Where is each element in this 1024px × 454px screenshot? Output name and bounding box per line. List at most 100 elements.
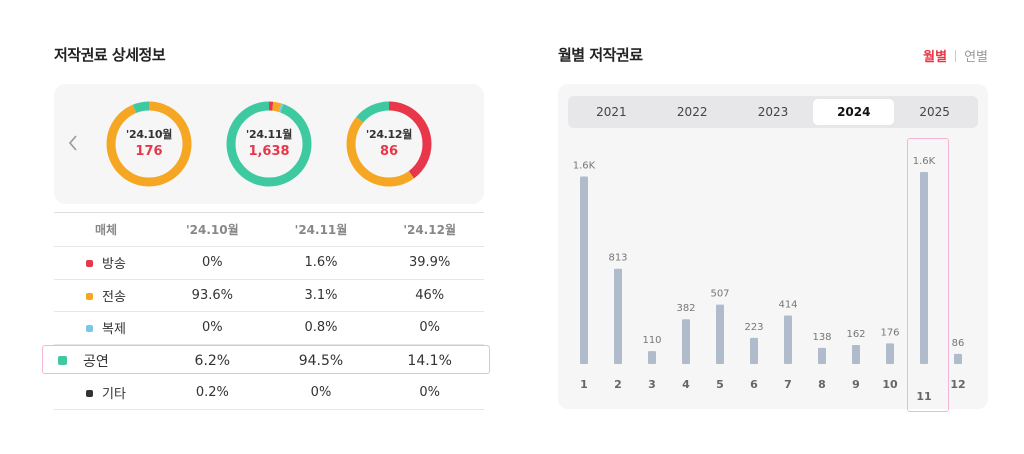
legend-swatch (86, 260, 93, 268)
toggle-monthly[interactable]: 월별 (923, 50, 948, 65)
year-tab-2024[interactable]: 2024 (813, 99, 895, 125)
donut-value: 86 (379, 144, 399, 159)
bar-value-label: 1.6K (573, 160, 596, 171)
bar-value-label: 176 (880, 327, 899, 338)
donut-month: '24.12월 (365, 128, 413, 141)
cell: 0% (375, 376, 484, 410)
year-tab-2021[interactable]: 2021 (596, 105, 627, 119)
bar-month-2[interactable] (614, 268, 622, 364)
col-header-nov: '24.11월 (266, 212, 376, 247)
bar-value-label: 86 (952, 338, 965, 349)
donut-ring (226, 101, 312, 187)
bar-value-label: 162 (846, 329, 865, 340)
bar-category-label: 9 (852, 378, 860, 391)
cell: 14.1% (407, 352, 452, 369)
bar-category-label: 4 (682, 378, 690, 391)
bar-month-1[interactable] (580, 176, 588, 364)
bar-month-4[interactable] (682, 319, 690, 364)
bar-category-label: 5 (716, 378, 724, 391)
table-row-other: 기타 0.2% 0% 0% (54, 376, 484, 410)
row-label: 방송 (102, 257, 126, 273)
legend-swatch (86, 292, 93, 300)
cell: 46% (375, 279, 484, 312)
chevron-left-icon[interactable] (64, 132, 82, 154)
bar-value-label: 507 (710, 289, 729, 300)
year-tab-2022[interactable]: 2022 (676, 105, 708, 119)
bar-category-label: 2 (614, 378, 622, 391)
cell: 94.5% (298, 352, 344, 369)
bar-category-label: 8 (818, 378, 826, 391)
row-label: 기타 (102, 387, 126, 402)
legend-swatch (58, 355, 67, 365)
row-label: 복제 (102, 322, 126, 338)
cell: 6.2% (194, 352, 231, 369)
bar-category-label: 3 (648, 378, 656, 391)
table-row-performance: 공연 6.2% 94.5% 14.1% (54, 344, 484, 377)
year-tab-2023[interactable]: 2023 (757, 105, 789, 119)
donut-month: '24.11월 (245, 128, 293, 141)
bar-value-label: 414 (778, 299, 797, 310)
table-row-broadcast: 방송 0% 1.6% 39.9% (54, 246, 484, 280)
donut-segment (346, 101, 432, 187)
donut-value: 176 (135, 144, 163, 159)
col-header-dec: '24.12월 (375, 212, 484, 247)
bar-category-label: 1 (580, 378, 588, 391)
bar-month-7[interactable] (784, 315, 792, 364)
cell: 0.2% (158, 376, 267, 410)
cell: 3.1% (266, 279, 376, 312)
cell: 0% (375, 311, 484, 345)
detail-table: 매체 '24.10월 '24.11월 '24.12월 방송 0% 1.6% 39… (54, 212, 484, 410)
bar-month-3[interactable] (648, 351, 656, 364)
toggle-divider (955, 49, 957, 62)
bar-month-5[interactable] (716, 304, 724, 364)
bar-month-6[interactable] (750, 337, 758, 364)
donut-nov: '24.11월 1,638 (225, 100, 313, 188)
col-header-oct: '24.10월 (158, 212, 267, 247)
cell: 0% (158, 311, 267, 345)
donut-ring (346, 101, 432, 187)
bar-category-label: 6 (750, 378, 758, 391)
donut-ring (106, 101, 192, 187)
donut-dec: '24.12월 86 (345, 100, 433, 188)
donut-panel: '24.10월 176 '24.11월 1,638 '24.12월 86 (54, 84, 484, 204)
donut-value: 1,638 (248, 144, 290, 159)
donut-oct: '24.10월 176 (105, 100, 193, 188)
donut-segment (226, 101, 312, 187)
bar-month-9[interactable] (852, 345, 860, 364)
row-label: 전송 (102, 289, 126, 305)
bar-category-label: 12 (950, 378, 965, 391)
bar-value-label: 110 (642, 335, 661, 346)
bar-value-label: 223 (744, 322, 763, 333)
period-toggle: 월별 연별 (923, 46, 988, 65)
bar-value-label: 813 (608, 253, 627, 264)
bar-month-10[interactable] (886, 343, 894, 364)
bar-month-11[interactable] (920, 172, 928, 364)
monthly-bar-chart: 1.6K 1 813 2 110 3 382 4 507 5 223 6 414 7 138 8 162 9 176… (573, 156, 966, 403)
legend-swatch (86, 325, 93, 333)
donut-segment (106, 101, 192, 187)
bar-value-label: 382 (676, 303, 695, 314)
cell: 0% (266, 376, 376, 410)
year-tabs: 2021 2022 2023 2024 2025 (568, 96, 978, 128)
monthly-title: 월별 저작권료 (558, 46, 643, 64)
cell: 1.6% (266, 246, 376, 280)
bar-category-label: 10 (882, 378, 898, 391)
bar-category-label: 11 (916, 390, 931, 403)
row-label: 공연 (83, 353, 109, 370)
cell: 93.6% (158, 279, 267, 312)
bar-value-label: 138 (812, 332, 831, 343)
bar-category-label: 7 (784, 378, 792, 391)
toggle-yearly[interactable]: 연별 (964, 50, 988, 65)
table-header-row: 매체 '24.10월 '24.11월 '24.12월 (54, 212, 484, 247)
year-tab-2025[interactable]: 2025 (919, 105, 950, 119)
table-row-reproduction: 복제 0% 0.8% 0% (54, 311, 484, 345)
bar-month-8[interactable] (818, 347, 826, 364)
bar-month-12[interactable] (954, 353, 962, 364)
donut-month: '24.10월 (125, 128, 173, 141)
bar-value-label: 1.6K (913, 156, 936, 167)
donut-segment (346, 101, 432, 187)
col-header-medium: 매체 (54, 212, 158, 247)
legend-swatch (86, 390, 93, 397)
table-row-transmission: 전송 93.6% 3.1% 46% (54, 279, 484, 312)
cell: 0.8% (266, 311, 376, 345)
